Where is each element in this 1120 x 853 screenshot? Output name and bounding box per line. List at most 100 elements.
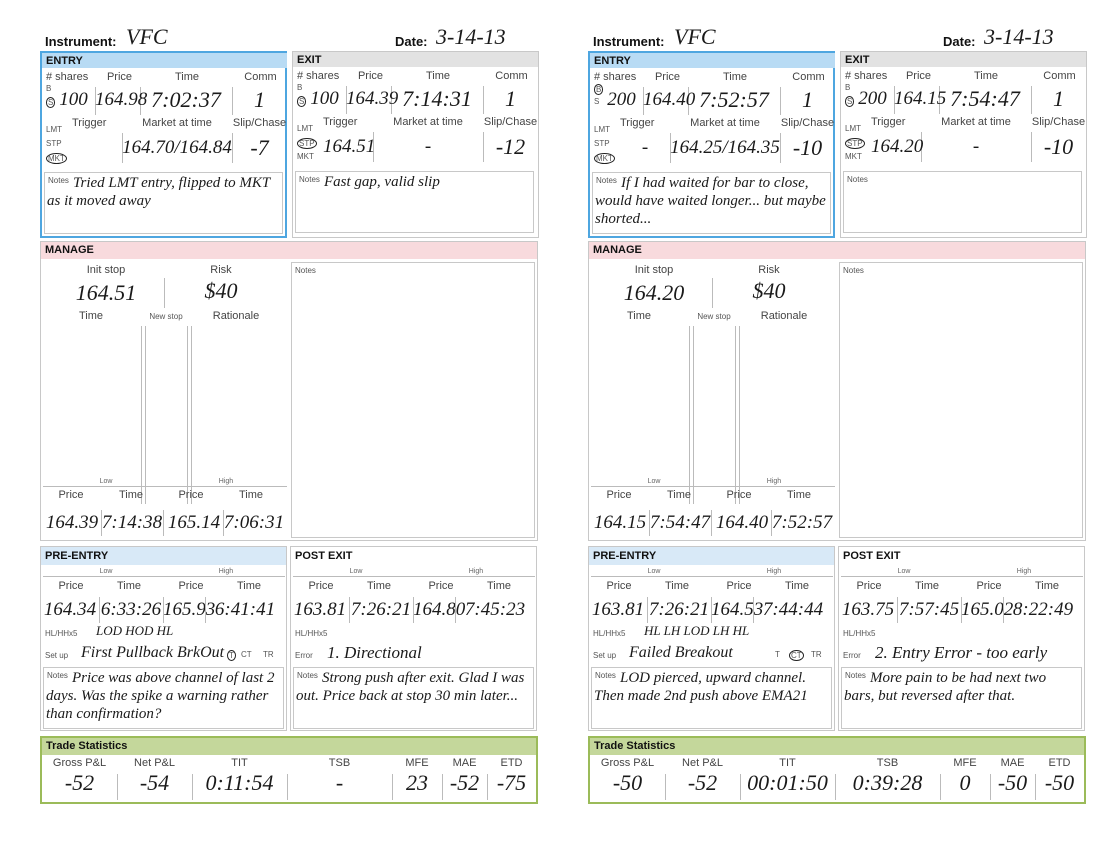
cell-divider [1003,597,1004,623]
cell-divider [232,133,233,163]
cell-divider [95,87,96,115]
time-header: Time [973,70,999,82]
high-label: High [218,568,234,575]
cell-divider [413,597,414,623]
cell-divider [649,510,650,536]
init-stop-label: Init stop [634,264,674,276]
order-mkt: MKT [46,153,67,164]
time-label: Time [786,489,812,501]
etd-value: -75 [496,770,527,795]
stats-box: Trade Statistics Gross P&L -50 Net P&L -52 TI… [588,736,1086,804]
price-label: Price [606,580,632,592]
comm-value: 1 [505,86,516,111]
cell-divider [711,510,712,536]
post_exit-box: POST EXIT Low High Price Time Price Time 163.81… [290,546,537,731]
price-header: Price [905,70,932,82]
mae-value: -50 [997,770,1028,795]
entry-title: ENTRY [42,53,287,68]
cell-divider [711,597,712,623]
instrument-label: Instrument: [45,34,117,49]
price-label: Price [58,489,84,501]
low-label: Low [99,478,113,485]
market-header: Market at time [690,117,760,129]
price-label: Price [58,580,84,592]
slip-value: -10 [792,135,823,160]
context-notes: Strong push after exit. Glad I was out. … [296,670,525,704]
cell-divider [392,774,393,800]
exit-notes-box: Notes Fast gap, valid slip [295,171,534,233]
time-label: Time [486,580,512,592]
shares-value: 200 [607,89,636,110]
low-price-value: 163.75 [841,599,895,620]
low-time-value: 6:33:26 [100,599,162,620]
trigger-value: - [641,137,649,158]
cell-divider [712,278,713,308]
cell-divider [771,510,772,536]
net-header: Net P&L [134,757,175,769]
exit-title: EXIT [841,52,1086,67]
exit-box: EXIT # shares Price Time Comm B S 200 164.15 7:54… [840,51,1087,238]
entry-box: ENTRY # shares Price Time Comm B S 100 164.98 7:0… [40,51,287,238]
column-line [191,326,192,504]
price-value: 164.40 [643,89,696,110]
error-value: 2. Entry Error - too early [875,643,1048,662]
trigger-header: Trigger [620,117,655,129]
high-time-value: 6:41:41 [214,599,276,620]
rationale-label: Rationale [760,310,808,322]
time-value: 7:52:57 [699,87,769,112]
cell-divider [205,597,206,623]
setup-label: Set up [45,651,69,660]
order-lmt: LMT [594,125,610,134]
notes-box: Notes More pain to be had next two bars, … [841,667,1082,729]
comm-value: 1 [802,87,813,112]
notes-label: Notes [596,176,617,185]
net-value: -52 [687,770,718,795]
low-time-value: 7:26:21 [350,599,412,620]
tsb-header: TSB [328,757,351,769]
cell-divider [373,132,374,162]
time-label: Time [666,489,692,501]
price-label: Price [178,489,204,501]
context-notes: LOD pierced, upward channel. Then made 2… [594,670,808,704]
exit-box: EXIT # shares Price Time Comm B S 100 164.39 7:14… [292,51,539,238]
high-time-value: 7:52:57 [771,512,833,533]
cell-divider [665,774,666,800]
side-b: B [297,83,303,92]
mfe-header: MFE [405,757,429,769]
mfe-value: 23 [406,770,428,795]
shares-header: # shares [46,71,89,83]
order-lmt: LMT [46,125,62,134]
cell-divider [780,87,781,115]
cell-divider [391,86,392,114]
high-time-value: 7:44:44 [762,599,824,620]
etd-header: ETD [1048,757,1071,769]
cell-divider [1031,132,1032,162]
context-notes: More pain to be had next two bars, but r… [844,670,1047,704]
high-time-value: 7:45:23 [464,599,526,620]
manage-notes-box: Notes [839,262,1083,538]
error-label: Error [843,651,861,660]
high-label: High [766,478,782,485]
order-mkt: MKT [297,152,314,161]
price-value: 164.39 [346,88,399,109]
side-b: B [594,84,604,95]
exit-notes-box: Notes [843,171,1082,233]
time-label: Time [116,580,142,592]
comm-value: 1 [1053,86,1064,111]
low-time-value: 7:14:38 [101,512,163,533]
notes-box: Notes Price was above channel of last 2 d… [43,667,284,729]
date-label: Date: [395,34,428,49]
low-time-value: 7:57:45 [898,599,960,620]
high-label: High [766,568,782,575]
new-stop-label: New stop [149,312,183,321]
cell-divider [117,774,118,800]
trade-sheet: Instrument: VFC Date: 3-14-13 ENTRY # shares P… [588,0,1087,853]
high-price-value: 165.93 [163,599,216,620]
side-b: B [46,84,52,93]
pre_entry-title: PRE-ENTRY [41,547,286,565]
shares-header: # shares [845,70,888,82]
risk-label: Risk [758,264,780,276]
price-label: Price [856,580,882,592]
pre_entry-box: PRE-ENTRY Low High Price Time Price Time 164.34… [40,546,287,731]
new-stop-label: New stop [697,312,731,321]
